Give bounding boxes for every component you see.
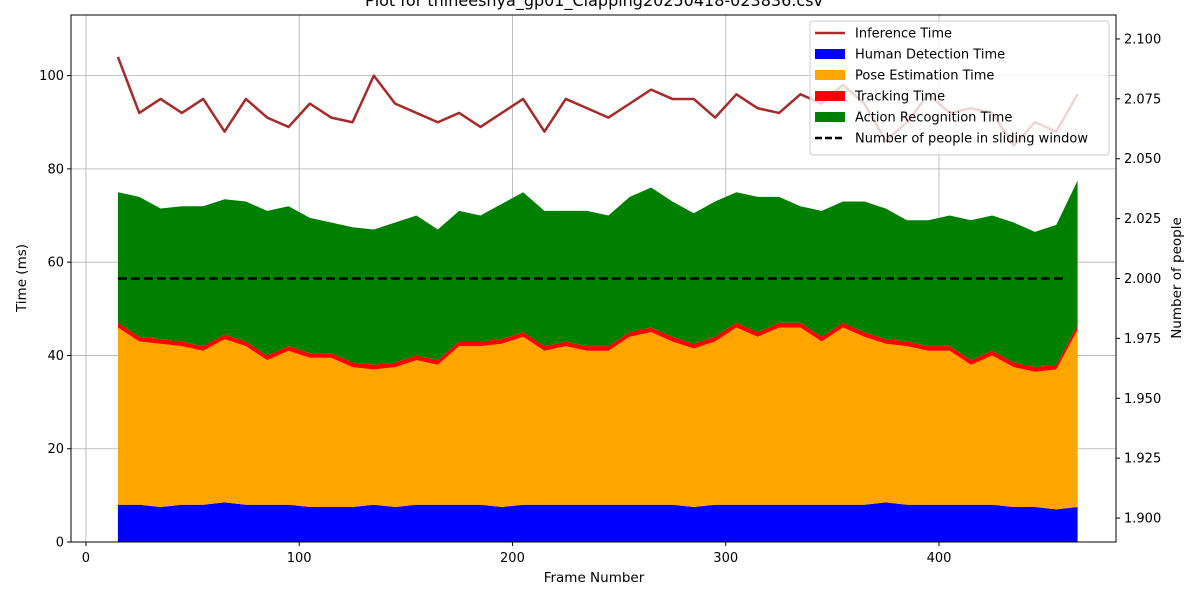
y-tick-label: 100 (39, 69, 64, 84)
y-tick-label: 60 (47, 256, 64, 271)
y2-tick-label: 2.000 (1124, 272, 1161, 287)
y-axis-right: 1.900 1.925 1.950 1.975 2.000 2.025 2.050 2.075… (1116, 32, 1161, 527)
legend-box (809, 20, 1110, 156)
legend-label: Human Detection Time (855, 48, 1005, 63)
legend-label: Pose Estimation Time (855, 69, 994, 84)
y-tick-label: 40 (47, 349, 64, 364)
area-action-recognition-time (117, 180, 1078, 368)
x-axis-label: Frame Number (544, 570, 645, 586)
y-tick-label: 80 (47, 162, 64, 177)
y2-tick-label: 1.925 (1124, 452, 1161, 467)
area-tracking-time (117, 322, 1078, 372)
x-tick-label: 0 (82, 551, 90, 566)
legend-swatch (815, 91, 845, 101)
legend: Inference Time Human Detection Time Pose E… (809, 20, 1110, 156)
legend-swatch (815, 70, 845, 80)
stacked-areas (117, 180, 1078, 542)
y-axis-label: Time (ms) (14, 244, 30, 313)
x-tick-label: 300 (713, 551, 738, 566)
y2-axis-label: Number of people (1169, 217, 1185, 339)
y-tick-label: 20 (47, 442, 64, 457)
y2-tick-label: 2.100 (1124, 32, 1161, 47)
legend-label: Inference Time (855, 27, 952, 42)
area-pose-estimation-time (117, 327, 1078, 510)
x-tick-label: 100 (287, 551, 312, 566)
legend-swatch (815, 49, 845, 59)
y-tick-label: 0 (56, 536, 64, 551)
x-axis: 0 100 200 300 400 (82, 542, 952, 566)
legend-label: Tracking Time (854, 90, 945, 105)
y-axis-left: 0 20 40 60 80 100 (39, 69, 71, 551)
y2-tick-label: 2.025 (1124, 212, 1161, 227)
area-human-detection-time (117, 502, 1078, 542)
y2-tick-label: 2.075 (1124, 92, 1161, 107)
legend-swatch (815, 112, 845, 122)
y2-tick-label: 1.900 (1124, 512, 1161, 527)
chart-title: Plot for thineeshya_gp01_Clapping2025041… (365, 0, 823, 11)
y2-tick-label: 1.950 (1124, 392, 1161, 407)
y2-tick-label: 2.050 (1124, 152, 1161, 167)
legend-label: Action Recognition Time (855, 111, 1012, 126)
x-tick-label: 400 (927, 551, 952, 566)
y2-tick-label: 1.975 (1124, 332, 1161, 347)
legend-label: Number of people in sliding window (855, 132, 1088, 147)
x-tick-label: 200 (500, 551, 525, 566)
